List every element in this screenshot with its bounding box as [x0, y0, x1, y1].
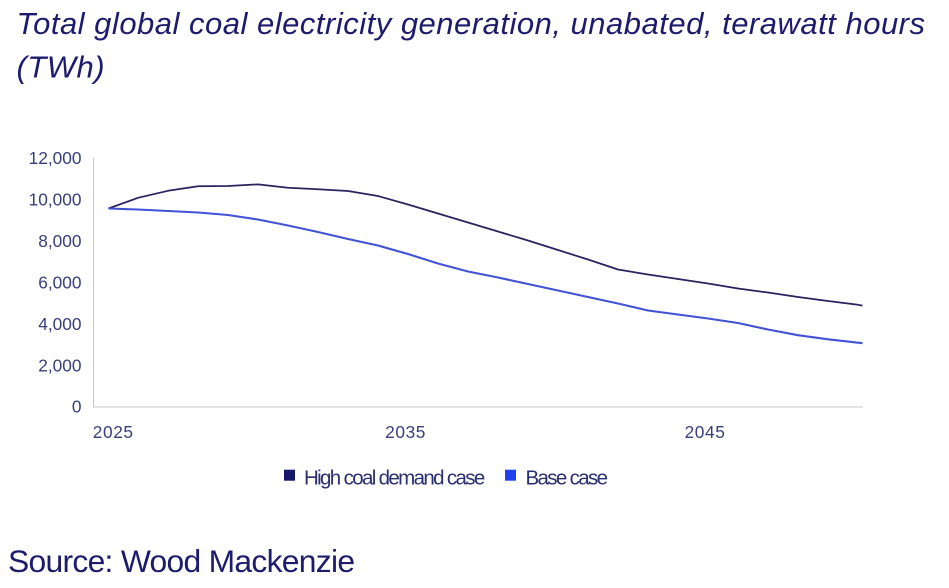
svg-text:6,000: 6,000 [38, 273, 81, 293]
svg-text:12,000: 12,000 [29, 148, 82, 168]
svg-text:(TWh): (TWh) [17, 50, 106, 85]
svg-text:10,000: 10,000 [29, 190, 82, 210]
svg-text:2025: 2025 [93, 422, 134, 442]
svg-text:2,000: 2,000 [38, 355, 81, 375]
svg-text:High coal demand case: High coal demand case [304, 466, 485, 489]
svg-text:Base case: Base case [526, 466, 608, 489]
svg-text:0: 0 [72, 397, 82, 417]
svg-text:8,000: 8,000 [38, 231, 81, 251]
svg-text:4,000: 4,000 [38, 314, 81, 334]
svg-text:2045: 2045 [685, 422, 726, 442]
svg-text:Source: Wood Mackenzie: Source: Wood Mackenzie [8, 543, 354, 579]
svg-text:Total global coal electricity: Total global coal electricity generation… [17, 6, 926, 41]
svg-text:2035: 2035 [385, 422, 426, 442]
